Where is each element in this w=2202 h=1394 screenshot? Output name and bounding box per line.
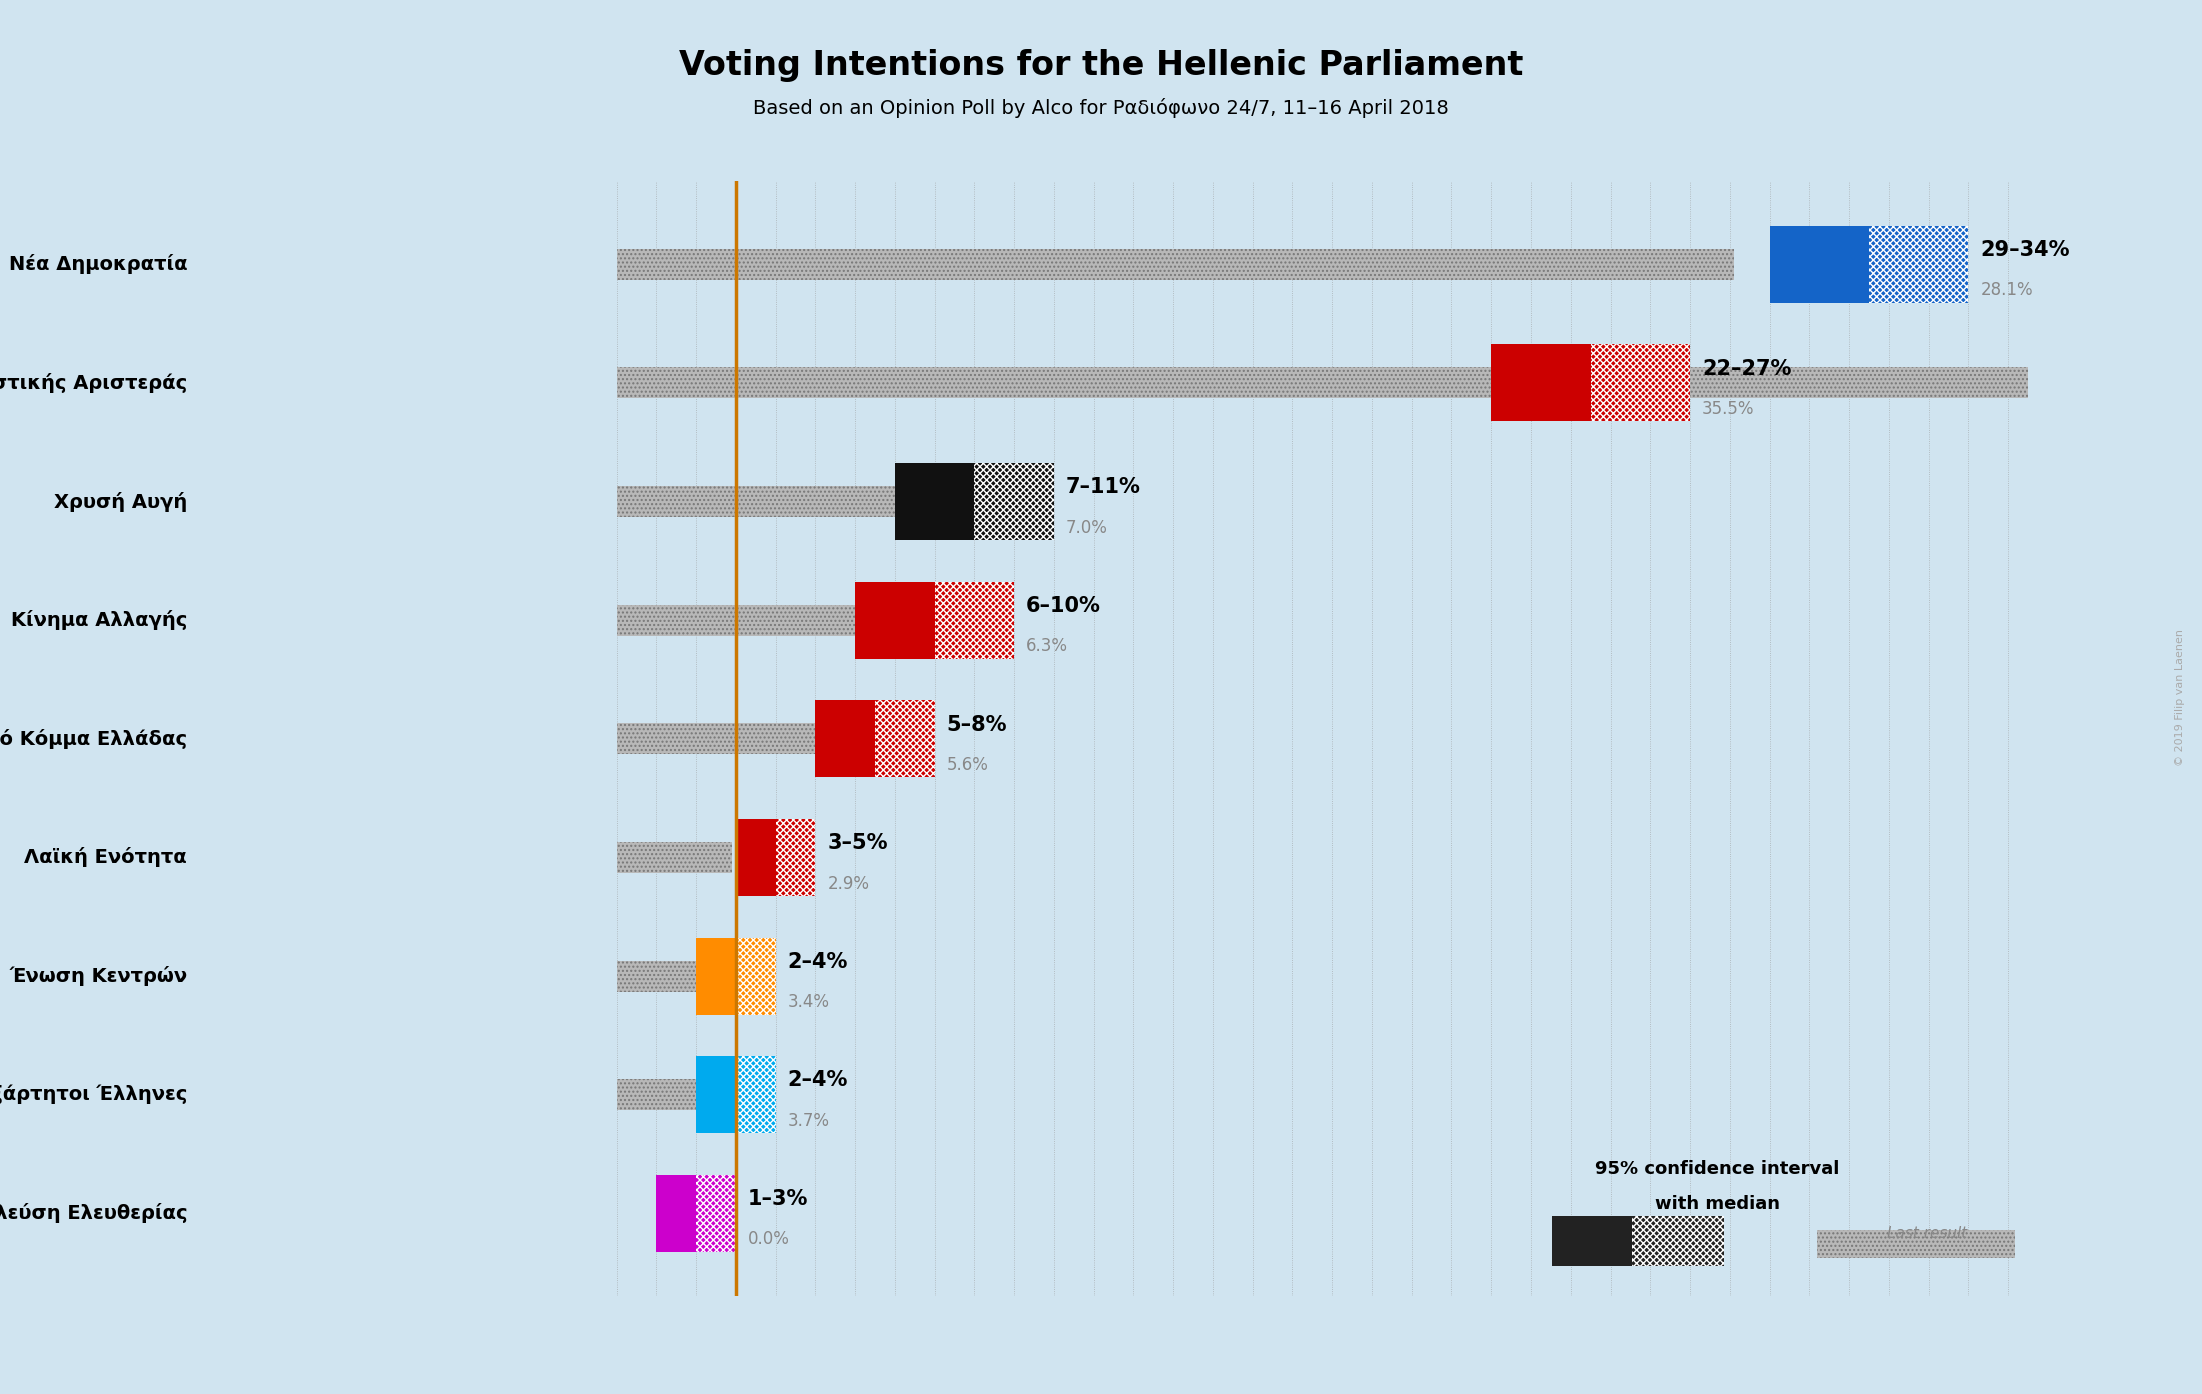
Bar (1869, 226, 1969, 302)
Text: 7–11%: 7–11% (1066, 477, 1141, 498)
Bar (617, 250, 1733, 280)
Bar (617, 1079, 764, 1110)
Bar (1632, 1216, 1724, 1266)
Text: 95% confidence interval: 95% confidence interval (1596, 1160, 1839, 1178)
Text: 2–4%: 2–4% (788, 1071, 848, 1090)
Bar (775, 818, 815, 896)
Bar (617, 723, 839, 754)
Bar (617, 842, 731, 873)
Bar (1491, 344, 1590, 421)
Bar (973, 463, 1055, 539)
Text: 3.7%: 3.7% (788, 1112, 830, 1129)
Text: Ανεξάρτητοι Έλληνες: Ανεξάρτητοι Έλληνες (0, 1085, 187, 1104)
Text: Χρυσή Αυγή: Χρυσή Αυγή (53, 492, 187, 512)
Bar (1770, 226, 1869, 302)
Text: Voting Intentions for the Hellenic Parliament: Voting Intentions for the Hellenic Parli… (678, 49, 1524, 82)
Bar (1817, 1230, 2015, 1257)
Bar (617, 1079, 764, 1110)
Bar (617, 487, 894, 517)
Bar (735, 818, 775, 896)
Text: 3.4%: 3.4% (788, 993, 830, 1011)
Bar (815, 700, 874, 778)
Text: 5–8%: 5–8% (947, 715, 1006, 735)
Bar (735, 1057, 775, 1133)
Bar (617, 250, 1733, 280)
Bar (617, 368, 2028, 399)
Bar (617, 723, 839, 754)
Text: 2–4%: 2–4% (788, 952, 848, 972)
Text: Πλεύση Ελευθερίας: Πλεύση Ελευθερίας (0, 1203, 187, 1224)
Text: 28.1%: 28.1% (1980, 282, 2032, 300)
Bar (617, 960, 751, 991)
Bar (617, 605, 868, 636)
Text: Λαϊκή Ενότητα: Λαϊκή Ενότητα (24, 848, 187, 867)
Bar (1817, 1230, 2015, 1257)
Bar (696, 938, 735, 1015)
Text: Ένωση Κεντρών: Ένωση Κεντρών (9, 966, 187, 986)
Bar (894, 463, 973, 539)
Bar (934, 581, 1015, 659)
Bar (696, 1175, 735, 1252)
Bar (874, 700, 934, 778)
Text: 1–3%: 1–3% (749, 1189, 808, 1209)
Bar (656, 1175, 696, 1252)
Text: 29–34%: 29–34% (1980, 240, 2070, 261)
Text: Based on an Opinion Poll by Alco for Ραδιόφωνο 24/7, 11–16 April 2018: Based on an Opinion Poll by Alco for Ραδ… (753, 98, 1449, 117)
Text: with median: with median (1656, 1195, 1779, 1213)
Text: Νέα Δημοκρατία: Νέα Δημοκρατία (9, 254, 187, 275)
Text: 0.0%: 0.0% (749, 1231, 791, 1249)
Text: 6–10%: 6–10% (1026, 597, 1101, 616)
Text: 5.6%: 5.6% (947, 756, 989, 774)
Text: © 2019 Filip van Laenen: © 2019 Filip van Laenen (2176, 629, 2184, 765)
Bar (617, 487, 894, 517)
Bar (617, 605, 868, 636)
Bar (1552, 1216, 1698, 1266)
Bar (696, 1057, 735, 1133)
Text: 2.9%: 2.9% (828, 874, 870, 892)
Bar (854, 581, 934, 659)
Text: 7.0%: 7.0% (1066, 519, 1108, 537)
Bar (617, 960, 751, 991)
Bar (617, 842, 731, 873)
Text: 22–27%: 22–27% (1702, 358, 1792, 379)
Bar (735, 938, 775, 1015)
Text: Συνασπισμός Ριζοσπαστικής Αριστεράς: Συνασπισμός Ριζοσπαστικής Αριστεράς (0, 374, 187, 393)
Text: Κίνημα Αλλαγής: Κίνημα Αλλαγής (11, 611, 187, 630)
Text: Κομμουνιστικό Κόμμα Ελλάδας: Κομμουνιστικό Κόμμα Ελλάδας (0, 729, 187, 749)
Text: Last result: Last result (1887, 1225, 1966, 1241)
Text: 3–5%: 3–5% (828, 834, 887, 853)
Text: 35.5%: 35.5% (1702, 400, 1755, 418)
Bar (1590, 344, 1691, 421)
Bar (617, 368, 2028, 399)
Text: 6.3%: 6.3% (1026, 637, 1068, 655)
